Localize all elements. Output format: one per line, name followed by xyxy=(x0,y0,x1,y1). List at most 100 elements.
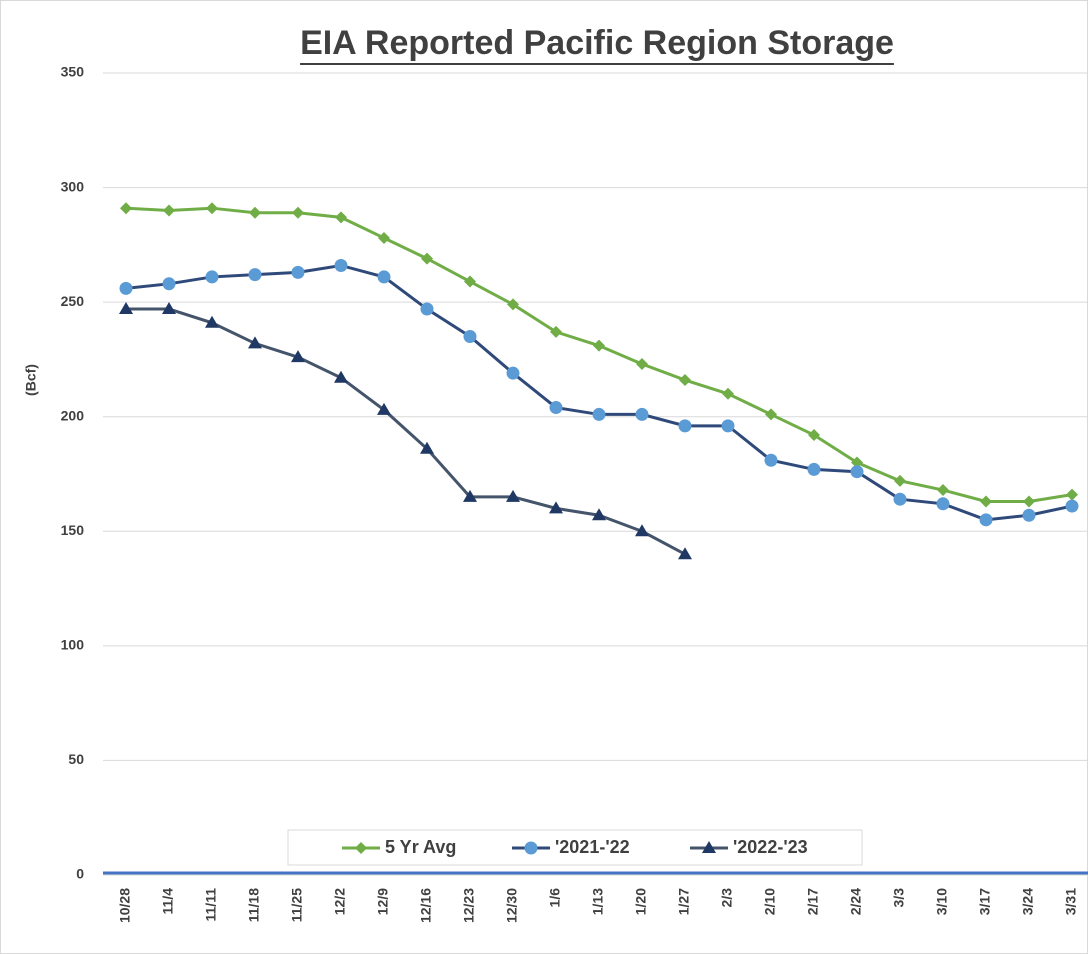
x-tick-label: 12/23 xyxy=(461,888,477,923)
marker xyxy=(807,462,821,476)
marker xyxy=(162,277,176,291)
marker xyxy=(420,441,434,454)
marker xyxy=(592,508,606,521)
y-tick-label: 250 xyxy=(61,293,85,309)
y-tick-label: 50 xyxy=(68,751,84,767)
marker xyxy=(291,350,305,363)
y-tick-label: 150 xyxy=(61,522,85,538)
marker xyxy=(636,358,648,371)
marker xyxy=(980,495,992,508)
marker xyxy=(163,204,175,217)
marker xyxy=(248,268,262,282)
marker xyxy=(506,366,520,380)
x-tick-label: 11/25 xyxy=(289,888,305,922)
marker xyxy=(248,336,262,349)
marker xyxy=(679,374,691,387)
x-tick-label: 1/6 xyxy=(547,888,563,908)
marker xyxy=(893,492,907,506)
marker xyxy=(593,339,605,352)
x-tick-label: 11/11 xyxy=(203,888,219,922)
marker xyxy=(635,524,649,537)
legend-label: '2022-'23 xyxy=(733,837,808,857)
marker xyxy=(550,325,562,338)
marker xyxy=(635,407,649,421)
marker xyxy=(702,841,716,853)
marker xyxy=(507,298,519,311)
marker xyxy=(1066,488,1078,501)
marker xyxy=(420,302,434,316)
x-tick-label: 2/10 xyxy=(762,888,778,915)
y-tick-label: 200 xyxy=(61,407,85,423)
x-tick-label: 2/3 xyxy=(719,888,735,908)
x-tick-label: 3/31 xyxy=(1063,888,1079,915)
x-tick-label: 11/18 xyxy=(246,888,262,922)
marker xyxy=(850,465,864,479)
x-tick-label: 12/30 xyxy=(504,888,520,923)
x-tick-label: 1/27 xyxy=(676,888,692,915)
marker xyxy=(292,206,304,219)
chart-title: EIA Reported Pacific Region Storage xyxy=(300,24,894,62)
legend-box xyxy=(287,829,863,866)
marker xyxy=(808,429,820,442)
marker xyxy=(765,408,777,421)
x-tick-label: 1/13 xyxy=(590,888,606,915)
y-axis-title: (Bcf) xyxy=(23,364,39,396)
y-tick-label: 350 xyxy=(61,64,85,80)
marker xyxy=(335,211,347,224)
y-tick-label: 100 xyxy=(61,637,85,653)
marker xyxy=(937,484,949,497)
marker xyxy=(378,231,390,244)
marker xyxy=(377,402,391,415)
x-tick-label: 12/9 xyxy=(375,888,391,915)
legend-label: '2021-'22 xyxy=(555,837,630,857)
marker xyxy=(1023,495,1035,508)
series-line xyxy=(126,307,686,556)
x-tick-label: 3/17 xyxy=(977,888,993,915)
marker xyxy=(119,302,133,315)
legend-label: 5 Yr Avg xyxy=(385,837,456,857)
x-tick-label: 10/28 xyxy=(117,888,133,923)
marker xyxy=(678,419,692,433)
marker xyxy=(334,258,348,272)
marker xyxy=(334,370,348,383)
legend: 5 Yr Avg '2021-'22 '2022-'23 xyxy=(287,829,863,866)
marker xyxy=(377,270,391,284)
marker xyxy=(162,302,176,315)
marker xyxy=(119,281,133,295)
marker xyxy=(549,501,563,514)
marker xyxy=(549,401,563,415)
marker xyxy=(464,275,476,288)
marker xyxy=(249,206,261,219)
marker xyxy=(355,842,367,854)
x-tick-label: 12/2 xyxy=(332,888,348,915)
marker xyxy=(205,270,219,284)
marker xyxy=(1022,508,1036,522)
y-tick-label: 300 xyxy=(61,178,85,194)
marker xyxy=(764,453,778,467)
marker xyxy=(678,547,692,560)
marker xyxy=(851,456,863,469)
x-tick-label: 3/3 xyxy=(891,888,907,908)
marker xyxy=(206,202,218,215)
marker xyxy=(1065,499,1079,513)
x-tick-label: 2/17 xyxy=(805,888,821,915)
x-tick-label: 3/10 xyxy=(934,888,950,915)
marker xyxy=(592,407,606,421)
marker xyxy=(722,387,734,400)
marker xyxy=(463,489,477,502)
marker xyxy=(936,497,950,511)
marker xyxy=(421,252,433,265)
y-tick-label: 0 xyxy=(76,866,84,882)
marker xyxy=(205,315,219,328)
marker xyxy=(506,489,520,502)
x-tick-label: 12/16 xyxy=(418,888,434,923)
x-tick-label: 11/4 xyxy=(160,888,176,915)
marker xyxy=(524,841,538,855)
marker xyxy=(894,474,906,487)
x-tick-label: 1/20 xyxy=(633,888,649,915)
x-tick-label: 2/24 xyxy=(848,888,864,915)
marker xyxy=(291,265,305,279)
x-tick-label: 3/24 xyxy=(1020,888,1036,915)
